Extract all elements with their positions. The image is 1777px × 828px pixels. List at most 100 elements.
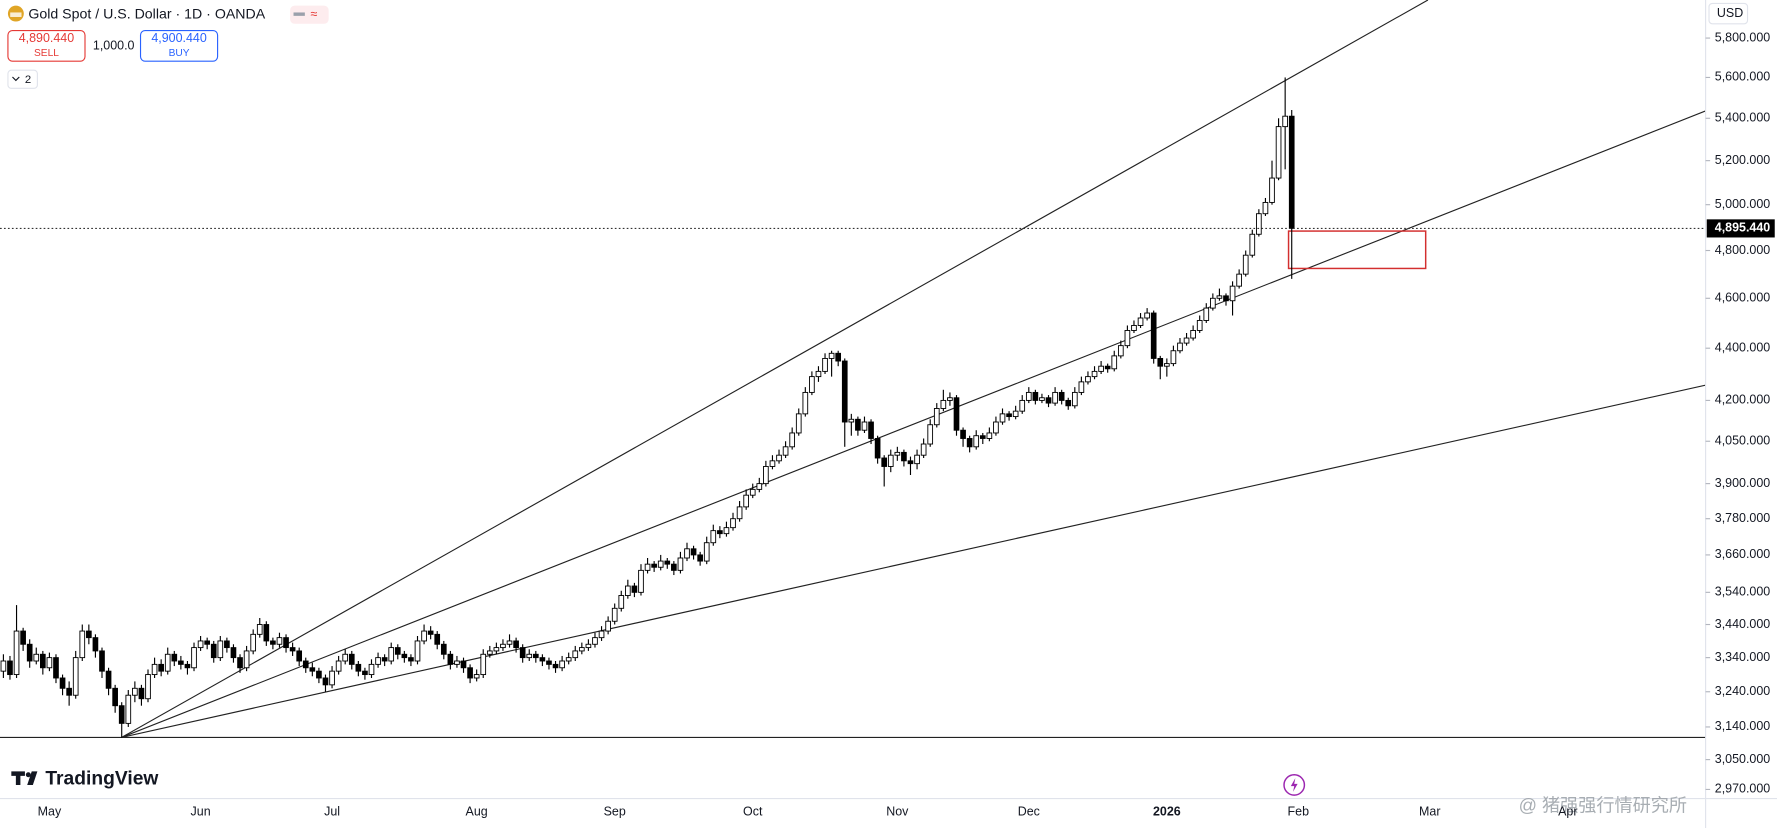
candle-body bbox=[151, 663, 158, 676]
buy-button[interactable] bbox=[139, 30, 219, 62]
candle-body bbox=[572, 650, 579, 659]
candle-body bbox=[861, 421, 868, 431]
candle-body bbox=[256, 624, 263, 635]
candle-body bbox=[671, 563, 677, 571]
x-tick-label: Oct bbox=[743, 804, 763, 818]
candle-body bbox=[684, 548, 690, 559]
candle-body bbox=[480, 653, 487, 676]
candle-body bbox=[1065, 399, 1072, 407]
candle-body bbox=[1256, 213, 1262, 235]
candle-body bbox=[1137, 317, 1144, 326]
candle-body bbox=[1269, 177, 1275, 203]
candle-body bbox=[933, 408, 940, 426]
candle-body bbox=[1071, 391, 1078, 407]
x-tick-label: Sep bbox=[604, 804, 626, 818]
candle-body bbox=[1019, 399, 1026, 412]
candle-body bbox=[1144, 312, 1150, 319]
candle-body bbox=[283, 637, 289, 649]
candle-body bbox=[598, 630, 605, 639]
x-tick-label: 2026 bbox=[1153, 804, 1181, 818]
candle-body bbox=[1216, 295, 1223, 299]
status-badge[interactable] bbox=[290, 5, 329, 24]
candle-body bbox=[414, 640, 421, 662]
candle-body bbox=[210, 643, 217, 659]
candle-body bbox=[178, 660, 184, 665]
x-tick-label: Aug bbox=[466, 804, 488, 818]
candle-body bbox=[92, 637, 99, 652]
candle-body bbox=[171, 653, 178, 662]
candle-body bbox=[986, 432, 993, 439]
candle-body bbox=[375, 657, 381, 665]
candle-body bbox=[914, 454, 920, 465]
candle-body bbox=[224, 640, 230, 649]
candle-body bbox=[519, 647, 526, 659]
y-tick-label: 3,050.000 bbox=[1715, 752, 1770, 766]
candle-body bbox=[322, 677, 329, 686]
candle-body bbox=[316, 670, 322, 679]
indicators-toggle[interactable] bbox=[7, 69, 38, 89]
sell-button[interactable] bbox=[7, 30, 86, 62]
candle-body bbox=[763, 466, 769, 485]
candle-body bbox=[644, 563, 651, 571]
candle-body bbox=[1111, 355, 1118, 370]
candle-body bbox=[191, 647, 197, 669]
sell-label: SELL bbox=[34, 48, 59, 59]
highlight-box bbox=[1287, 230, 1427, 270]
indicator-count: 2 bbox=[25, 74, 31, 86]
candle-body bbox=[309, 667, 316, 672]
candle-body bbox=[736, 506, 743, 520]
y-tick-label: 3,240.000 bbox=[1715, 684, 1770, 698]
candle-body bbox=[947, 397, 953, 401]
candle-body bbox=[907, 460, 914, 465]
candle-body bbox=[881, 457, 888, 467]
candle-body bbox=[625, 585, 631, 596]
candle-body bbox=[611, 607, 618, 622]
candle-body bbox=[243, 650, 250, 669]
candle-body bbox=[401, 653, 408, 659]
y-tick-label: 3,540.000 bbox=[1715, 585, 1770, 599]
y-tick-label: 4,600.000 bbox=[1715, 291, 1770, 305]
candle-body bbox=[1091, 370, 1098, 378]
candle-body bbox=[1045, 397, 1052, 404]
candle-body bbox=[618, 595, 625, 609]
status-icon: ≈ bbox=[311, 7, 318, 21]
candle-body bbox=[1039, 397, 1045, 401]
candle-body bbox=[493, 647, 500, 652]
candle-body bbox=[1058, 391, 1065, 401]
x-tick-label: Feb bbox=[1288, 804, 1310, 818]
candle-body bbox=[1052, 391, 1058, 404]
candle-body bbox=[1164, 363, 1170, 367]
candle-body bbox=[782, 446, 789, 456]
candle-body bbox=[559, 660, 565, 669]
candle-body bbox=[33, 653, 40, 662]
candle-body bbox=[7, 660, 13, 676]
candle-body bbox=[769, 460, 776, 467]
candle-body bbox=[421, 630, 427, 642]
candle-body bbox=[1203, 307, 1210, 321]
candle-body bbox=[230, 647, 237, 659]
candle-body bbox=[526, 653, 533, 659]
candle-body bbox=[717, 530, 723, 535]
candle-body bbox=[500, 643, 506, 649]
y-tick-label: 4,200.000 bbox=[1715, 393, 1770, 407]
candle-body bbox=[776, 454, 782, 462]
y-tick-label: 3,440.000 bbox=[1715, 617, 1770, 631]
chevron bbox=[12, 76, 20, 82]
candle-body bbox=[1288, 115, 1295, 229]
candle-body bbox=[1249, 233, 1256, 256]
y-tick-label: 5,400.000 bbox=[1715, 111, 1770, 125]
candle-body bbox=[118, 705, 125, 724]
candle-body bbox=[158, 663, 164, 672]
candle-body bbox=[467, 667, 473, 679]
candle-body bbox=[578, 647, 585, 652]
currency-button[interactable] bbox=[1708, 2, 1749, 25]
candle-body bbox=[276, 637, 283, 645]
candle-body bbox=[546, 660, 552, 665]
candle-body bbox=[20, 630, 26, 645]
candle-body bbox=[1131, 325, 1137, 331]
candle-body bbox=[434, 633, 441, 645]
candle-body bbox=[1177, 342, 1183, 352]
candle-body bbox=[1006, 413, 1012, 418]
candle-body bbox=[86, 630, 92, 639]
candle-body bbox=[723, 527, 730, 535]
